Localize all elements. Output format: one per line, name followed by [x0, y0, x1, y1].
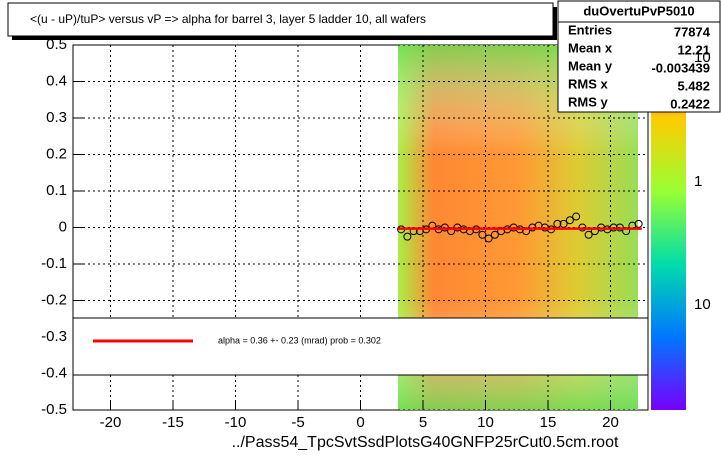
palette-label: 10	[694, 49, 711, 66]
stats-value: 77874	[674, 24, 711, 39]
profile-point	[584, 230, 593, 239]
x-tick-label: -10	[225, 414, 247, 431]
chart-title: <(u - uP)/tuP> versus vP => alpha for ba…	[30, 12, 426, 26]
stats-label: RMS y	[568, 94, 609, 109]
stats-box	[557, 0, 721, 113]
y-tick-label: 0.1	[46, 182, 67, 199]
x-axis-title: ../Pass54_TpcSvtSsdPlotsG40GNFP25rCut0.5…	[232, 434, 619, 451]
stats-label: RMS x	[568, 76, 609, 91]
profile-point	[403, 232, 412, 241]
y-tick-label: 0.4	[46, 72, 67, 89]
palette-label: 10	[694, 296, 711, 313]
y-tick-label: -0.3	[41, 328, 67, 345]
stats-value: -0.003439	[651, 60, 710, 75]
stats-label: Mean y	[568, 58, 613, 73]
y-tick-label: 0.5	[46, 36, 67, 53]
y-tick-label: -0.5	[41, 401, 67, 418]
profile-point	[490, 230, 499, 239]
x-tick-label: 10	[477, 414, 494, 431]
profile-point	[572, 212, 581, 221]
y-tick-label: -0.4	[41, 364, 67, 381]
stats-value: 12.21	[677, 42, 710, 57]
x-tick-label: 15	[540, 414, 557, 431]
profile-point	[478, 230, 487, 239]
stats-value: 5.482	[677, 78, 710, 93]
x-tick-label: -5	[291, 414, 304, 431]
stats-label: Mean x	[568, 40, 613, 55]
y-tick-label: 0.3	[46, 109, 67, 126]
title-box	[7, 2, 554, 37]
x-tick-label: -20	[100, 414, 122, 431]
y-tick-label: -0.2	[41, 291, 67, 308]
x-tick-label: 20	[602, 414, 619, 431]
y-tick-label: 0.2	[46, 145, 67, 162]
y-tick-label: 0	[59, 218, 67, 235]
stats-value: 0.2422	[670, 96, 710, 111]
stats-label: Entries	[568, 22, 612, 37]
x-tick-label: -15	[162, 414, 184, 431]
stats-title: duOvertuPvP5010	[583, 3, 694, 18]
y-tick-label: -0.1	[41, 255, 67, 272]
profile-point	[484, 234, 493, 243]
profile-point	[565, 216, 574, 225]
fit-label: alpha = 0.36 +- 0.23 (mrad) prob = 0.302	[218, 335, 381, 345]
x-tick-label: 0	[356, 414, 364, 431]
x-tick-label: 5	[419, 414, 427, 431]
palette-label: 1	[694, 173, 702, 190]
legend-box	[72, 317, 649, 376]
